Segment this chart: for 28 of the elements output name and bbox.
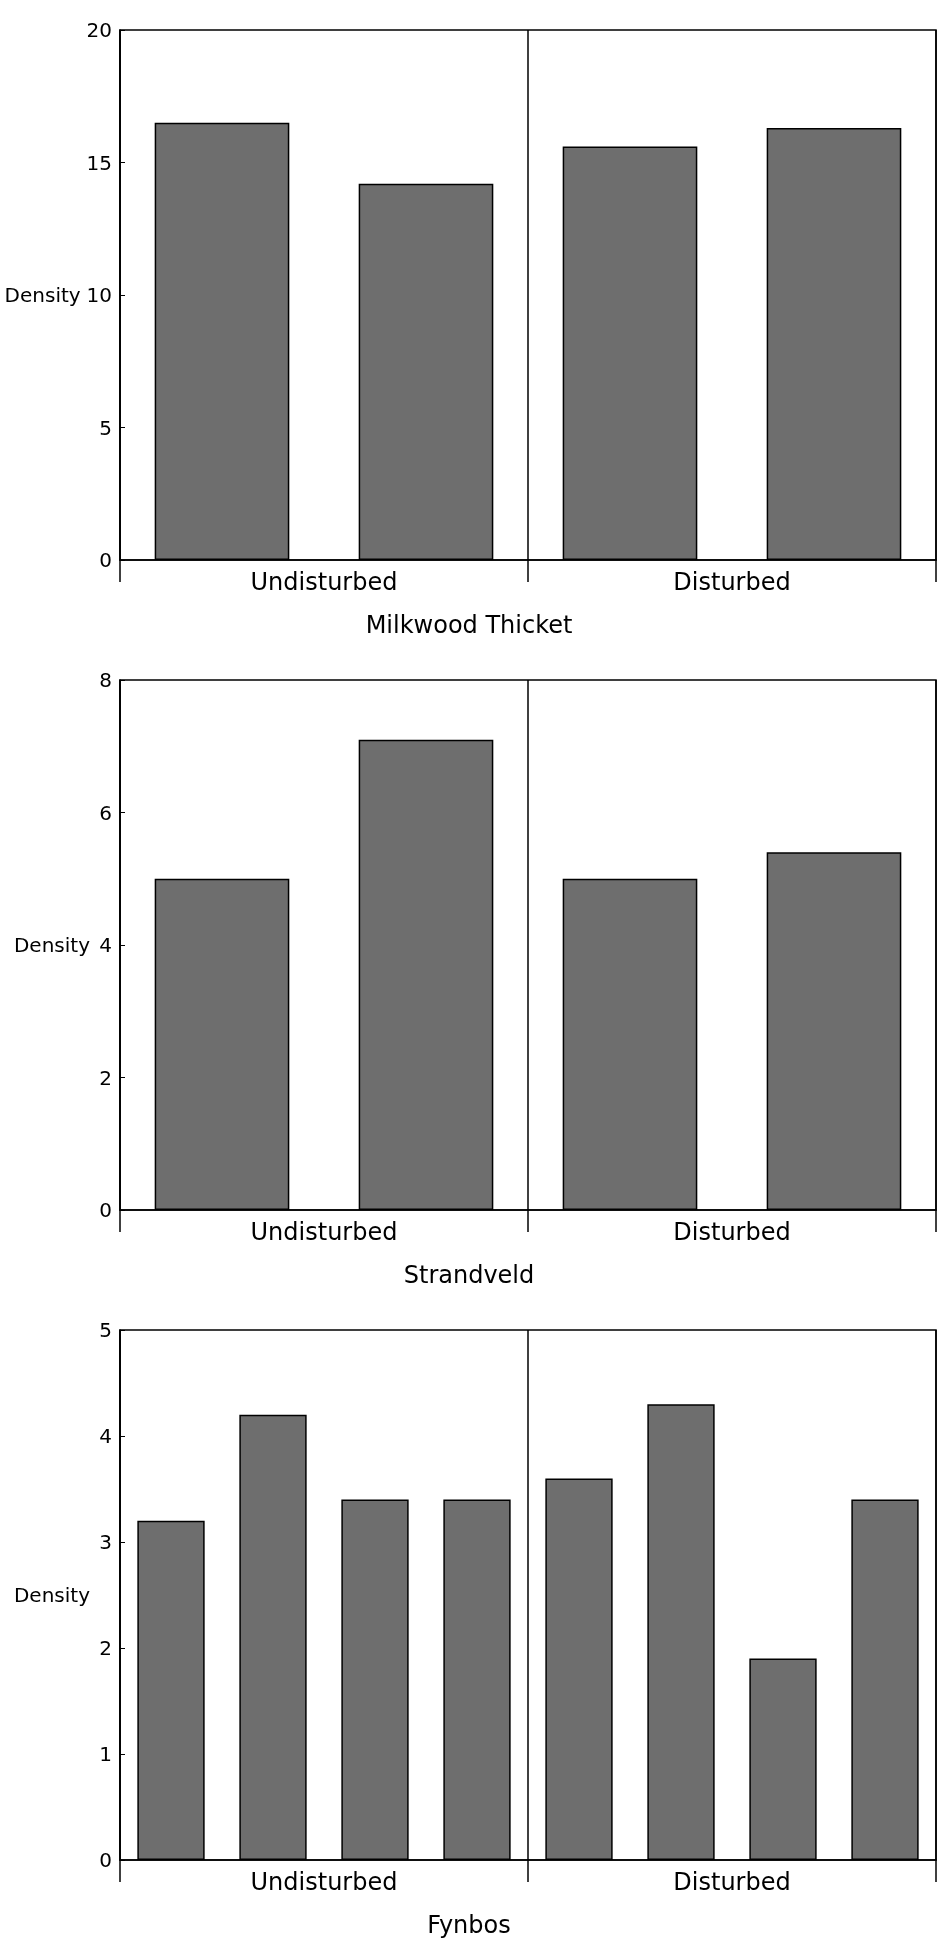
y-tick-label: 2 [99,1636,112,1660]
y-tick-label: 0 [99,1198,112,1222]
y-tick-label: 10 [86,283,112,307]
y-tick-label: 1 [99,1742,112,1766]
y-tick-label: 15 [86,150,112,175]
text: Disturbed [673,1868,791,1896]
y-tick-label: 5 [99,1318,112,1342]
y-tick-label: 20 [86,18,112,42]
x-axis-title: Strandveld [403,1261,535,1289]
x-axis-title: Fynbos [427,1911,511,1939]
y-tick-label: 3 [99,1530,112,1554]
y-axis-title: Density [13,933,91,957]
y-axis-title: Density [4,283,81,307]
y-tick-label: 4 [99,933,112,957]
y-axis-title: Density [13,1583,91,1607]
y-tick-label: 0 [99,1848,112,1872]
text: Undisturbed [250,1868,398,1896]
y-tick-label: 8 [99,668,112,692]
text: Disturbed [673,1218,791,1246]
y-tick-label: 6 [99,800,112,825]
text: Undisturbed [250,1218,398,1246]
text: Undisturbed [250,568,398,596]
y-tick-label: 4 [99,1424,112,1448]
y-tick-label: 5 [99,415,112,440]
x-axis-title: Milkwood Thicket [365,611,573,639]
text: Disturbed [673,568,791,596]
y-tick-label: 2 [99,1065,112,1090]
y-tick-label: 0 [99,548,112,572]
